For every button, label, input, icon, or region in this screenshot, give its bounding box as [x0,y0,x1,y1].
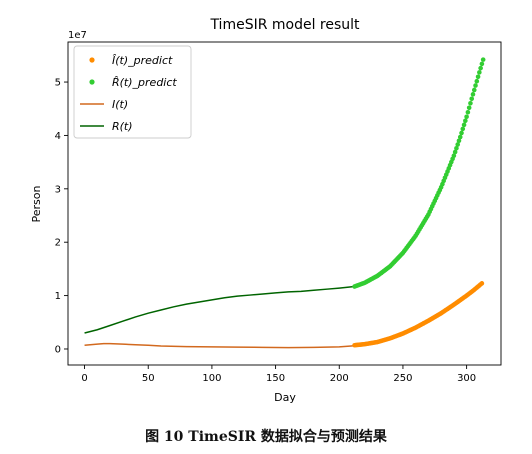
scatter-point-r-predict [464,114,469,120]
scatter-point-r-predict [459,130,464,136]
legend-marker-i-predict [89,57,95,63]
x-tick-label: 200 [330,373,349,384]
y-tick-label: 1 [55,291,61,302]
scatter-point-r-predict [461,122,467,128]
x-tick-label: 0 [81,373,87,384]
scatter-point-r-predict [451,153,457,159]
scatter-point-r-predict [471,87,477,93]
y-tick-label: 5 [55,78,61,89]
scatter-point-r-predict [474,78,480,84]
legend-label: I(t) [112,98,128,111]
scatter-point-r-predict [456,138,462,144]
scatter-point-r-predict [463,118,468,124]
legend-label: R̂(t)_predict [112,76,177,89]
plot-frame [67,41,502,366]
scatter-point-r-predict [478,65,483,71]
scatter-point-r-predict [470,92,476,97]
legend-label: R(t) [112,120,133,133]
x-tick-label: 100 [202,373,221,384]
legend-marker-r-predict [89,79,95,85]
scatter-point-r-predict [473,83,478,88]
y-tick-label: 2 [55,238,61,249]
y-tick-label: 3 [55,184,61,195]
x-tick-label: 300 [457,373,476,384]
y-axis-label: Person [30,185,43,222]
scatter-point-r-predict [452,149,458,155]
figure-caption: 图 10 TimeSIR 数据拟合与预测结果 [145,429,387,445]
series-layer [84,57,486,349]
plot-area [84,57,486,349]
y-tick-label: 4 [55,131,61,142]
scatter-point-i-predict [479,281,485,286]
legend: Î(t)_predict R̂(t)_predict I(t) R(t) [73,45,192,139]
scatter-point-r-predict [469,96,475,102]
y-axis-ticks: 0 1 2 3 4 5 [55,78,68,355]
scatter-point-r-predict [480,57,486,62]
scatter-point-r-predict [465,109,471,115]
x-tick-label: 150 [266,373,285,384]
scatter-point-r-predict [475,74,481,80]
scatter-point-r-predict [455,142,461,147]
x-tick-label: 250 [393,373,412,384]
scatter-point-r-predict [460,126,466,132]
series-line-i [84,342,355,349]
chart-title: TimeSIR model result [209,17,360,33]
series-line-r [84,285,355,334]
y-tick-label: 0 [55,344,61,355]
x-axis-label: Day [274,391,296,404]
scatter-point-r-predict [479,61,485,67]
scatter-point-r-predict [477,70,482,75]
x-axis-ticks: 0 50 100 150 200 250 300 [81,365,476,384]
scatter-point-r-predict [457,134,463,140]
scatter-point-r-predict [454,145,459,151]
legend-box [73,45,192,139]
scatter-point-r-predict [466,105,472,111]
y-offset-text: 1e7 [68,30,87,41]
scatter-point-r-predict [468,100,473,106]
legend-label: Î(t)_predict [112,54,173,67]
x-tick-label: 50 [142,373,155,384]
